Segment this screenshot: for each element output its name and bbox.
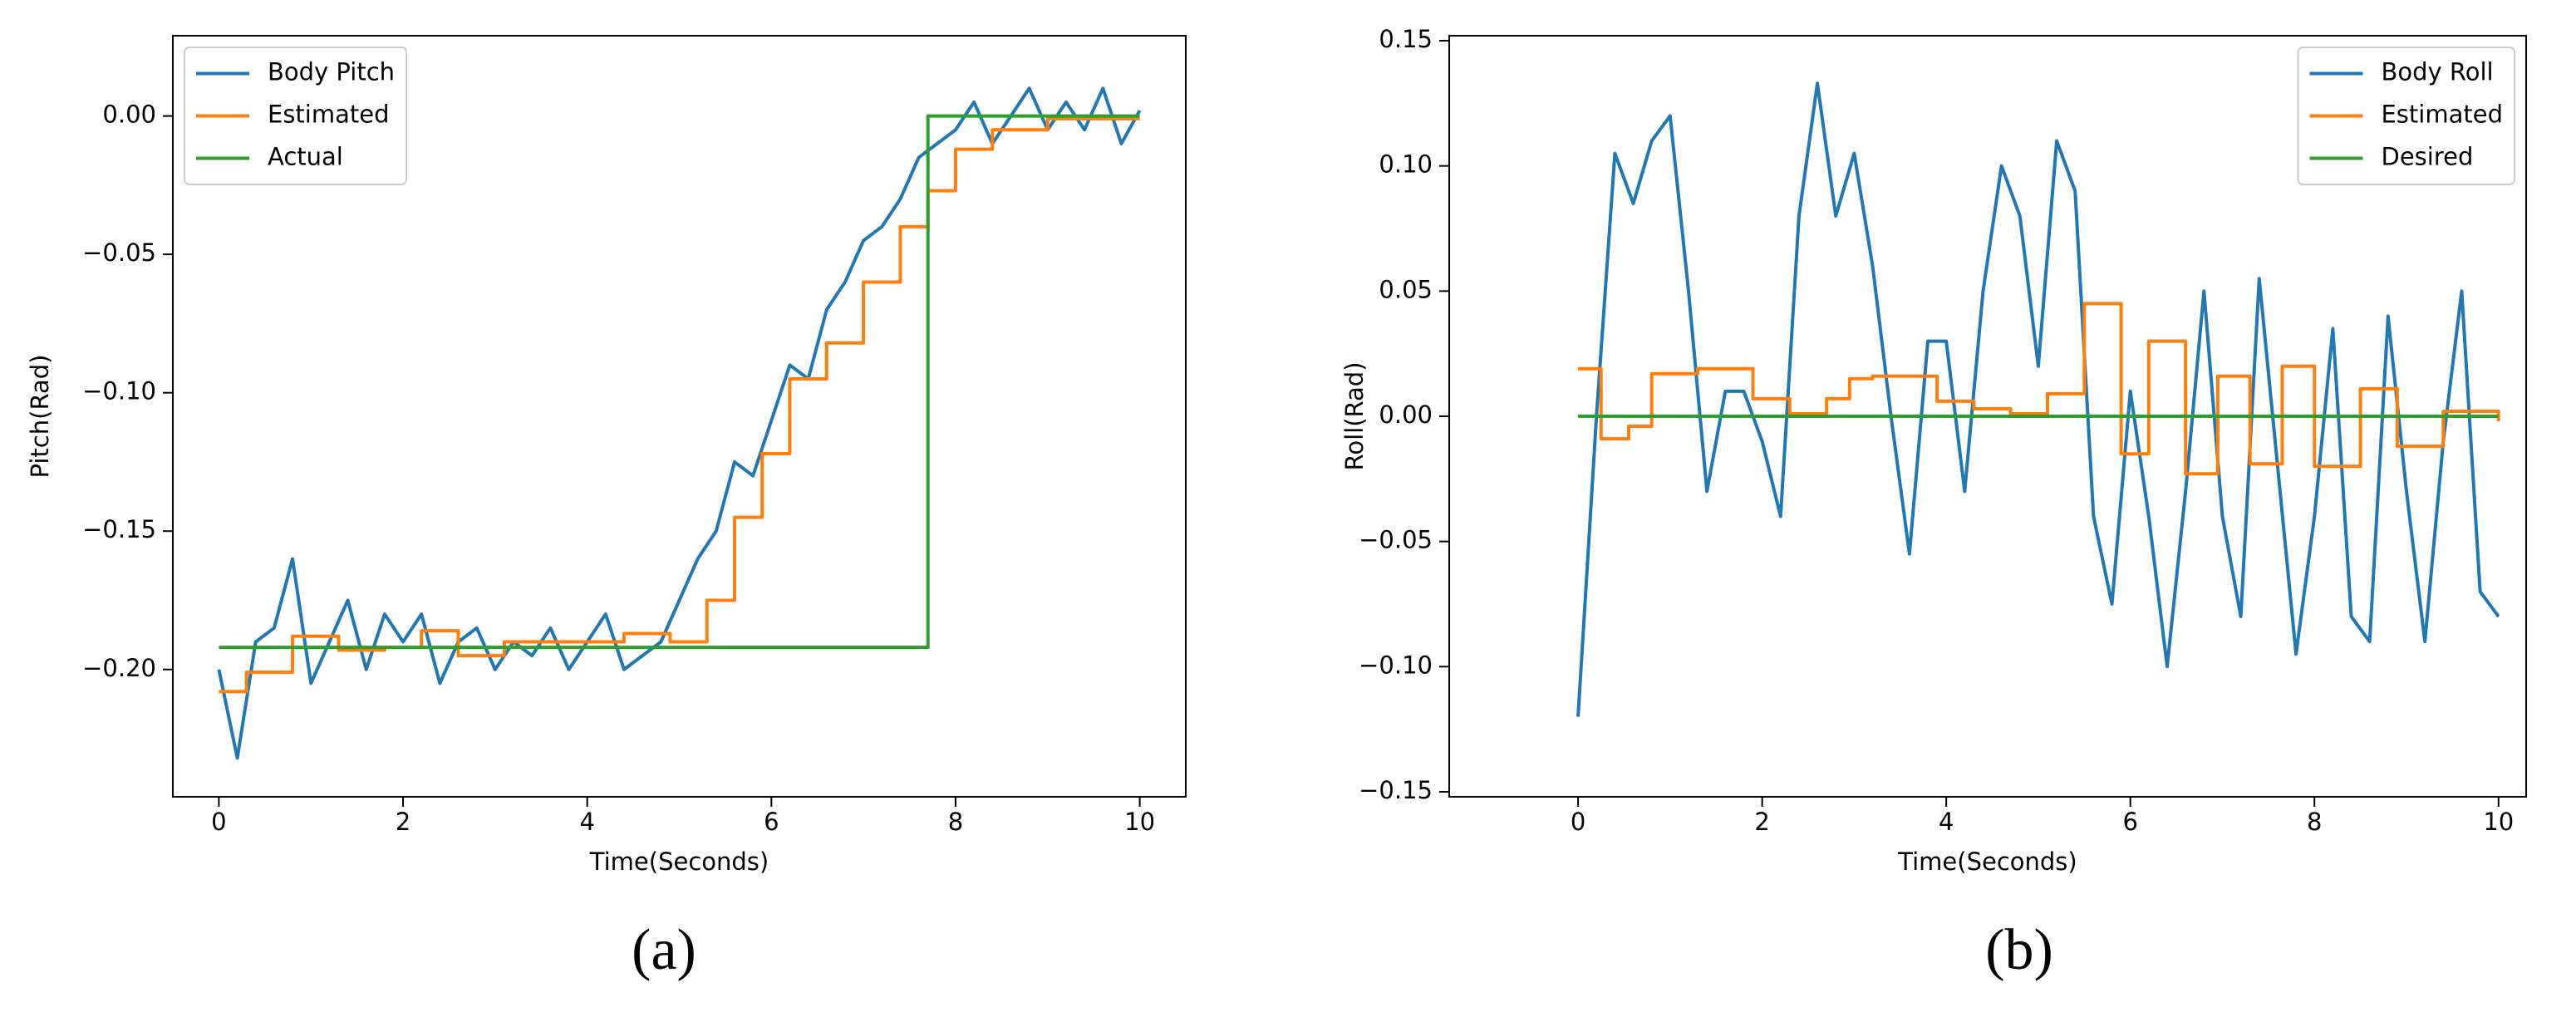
legend: Body Roll Estimated Desired bbox=[2297, 47, 2515, 185]
legend-box bbox=[2297, 47, 2515, 185]
y-tick-label: 0.10 bbox=[1379, 150, 1433, 179]
x-tick-label: 0 bbox=[1571, 808, 1585, 836]
panel-caption: (b) bbox=[1985, 918, 2053, 982]
y-tick-label: 0.05 bbox=[1379, 275, 1433, 303]
x-tick-label: 4 bbox=[579, 808, 594, 836]
y-axis-label: Roll(Rad) bbox=[1340, 361, 1369, 470]
plot-frame bbox=[172, 35, 1187, 798]
x-tick-label: 4 bbox=[1939, 808, 1954, 836]
y-tick-label: −0.05 bbox=[82, 238, 156, 267]
x-tick-label: 2 bbox=[396, 808, 410, 836]
x-tick-label: 2 bbox=[1754, 808, 1769, 836]
panel-caption: (a) bbox=[632, 918, 696, 982]
data-line bbox=[219, 114, 1140, 650]
legend-box bbox=[184, 47, 408, 185]
y-tick-label: 0.00 bbox=[102, 101, 156, 129]
x-tick-label: 0 bbox=[211, 808, 226, 836]
x-tick-label: 6 bbox=[764, 808, 779, 836]
x-tick-label: 8 bbox=[948, 808, 963, 836]
y-axis-label: Pitch(Rad) bbox=[26, 355, 54, 479]
legend-label: Desired bbox=[2381, 143, 2473, 171]
y-tick-label: −0.15 bbox=[82, 515, 156, 543]
x-tick-label: 10 bbox=[1124, 808, 1155, 836]
legend-label: Body Pitch bbox=[268, 58, 395, 86]
y-tick-label: 0.00 bbox=[1379, 400, 1433, 429]
data-line bbox=[1578, 302, 2500, 476]
x-tick-label: 8 bbox=[2307, 808, 2322, 836]
legend-label: Estimated bbox=[268, 101, 390, 129]
data-line bbox=[1576, 81, 2500, 717]
y-tick-label: −0.10 bbox=[82, 377, 156, 405]
x-tick-label: 6 bbox=[2122, 808, 2137, 836]
legend: Body Pitch Estimated Actual bbox=[184, 47, 408, 185]
y-tick-label: −0.20 bbox=[82, 654, 156, 682]
y-tick-label: −0.10 bbox=[1359, 651, 1433, 679]
y-tick-label: 0.15 bbox=[1379, 25, 1433, 53]
y-tick-label: −0.05 bbox=[1359, 526, 1433, 554]
legend-label: Body Roll bbox=[2381, 58, 2493, 86]
x-axis-label: Time(Seconds) bbox=[1897, 847, 2077, 876]
plot-frame bbox=[1448, 35, 2527, 798]
x-axis-label: Time(Seconds) bbox=[589, 847, 769, 876]
legend-label: Actual bbox=[268, 143, 343, 171]
y-tick-label: −0.15 bbox=[1359, 776, 1433, 804]
legend-label: Estimated bbox=[2381, 101, 2503, 129]
x-tick-label: 10 bbox=[2483, 808, 2514, 836]
